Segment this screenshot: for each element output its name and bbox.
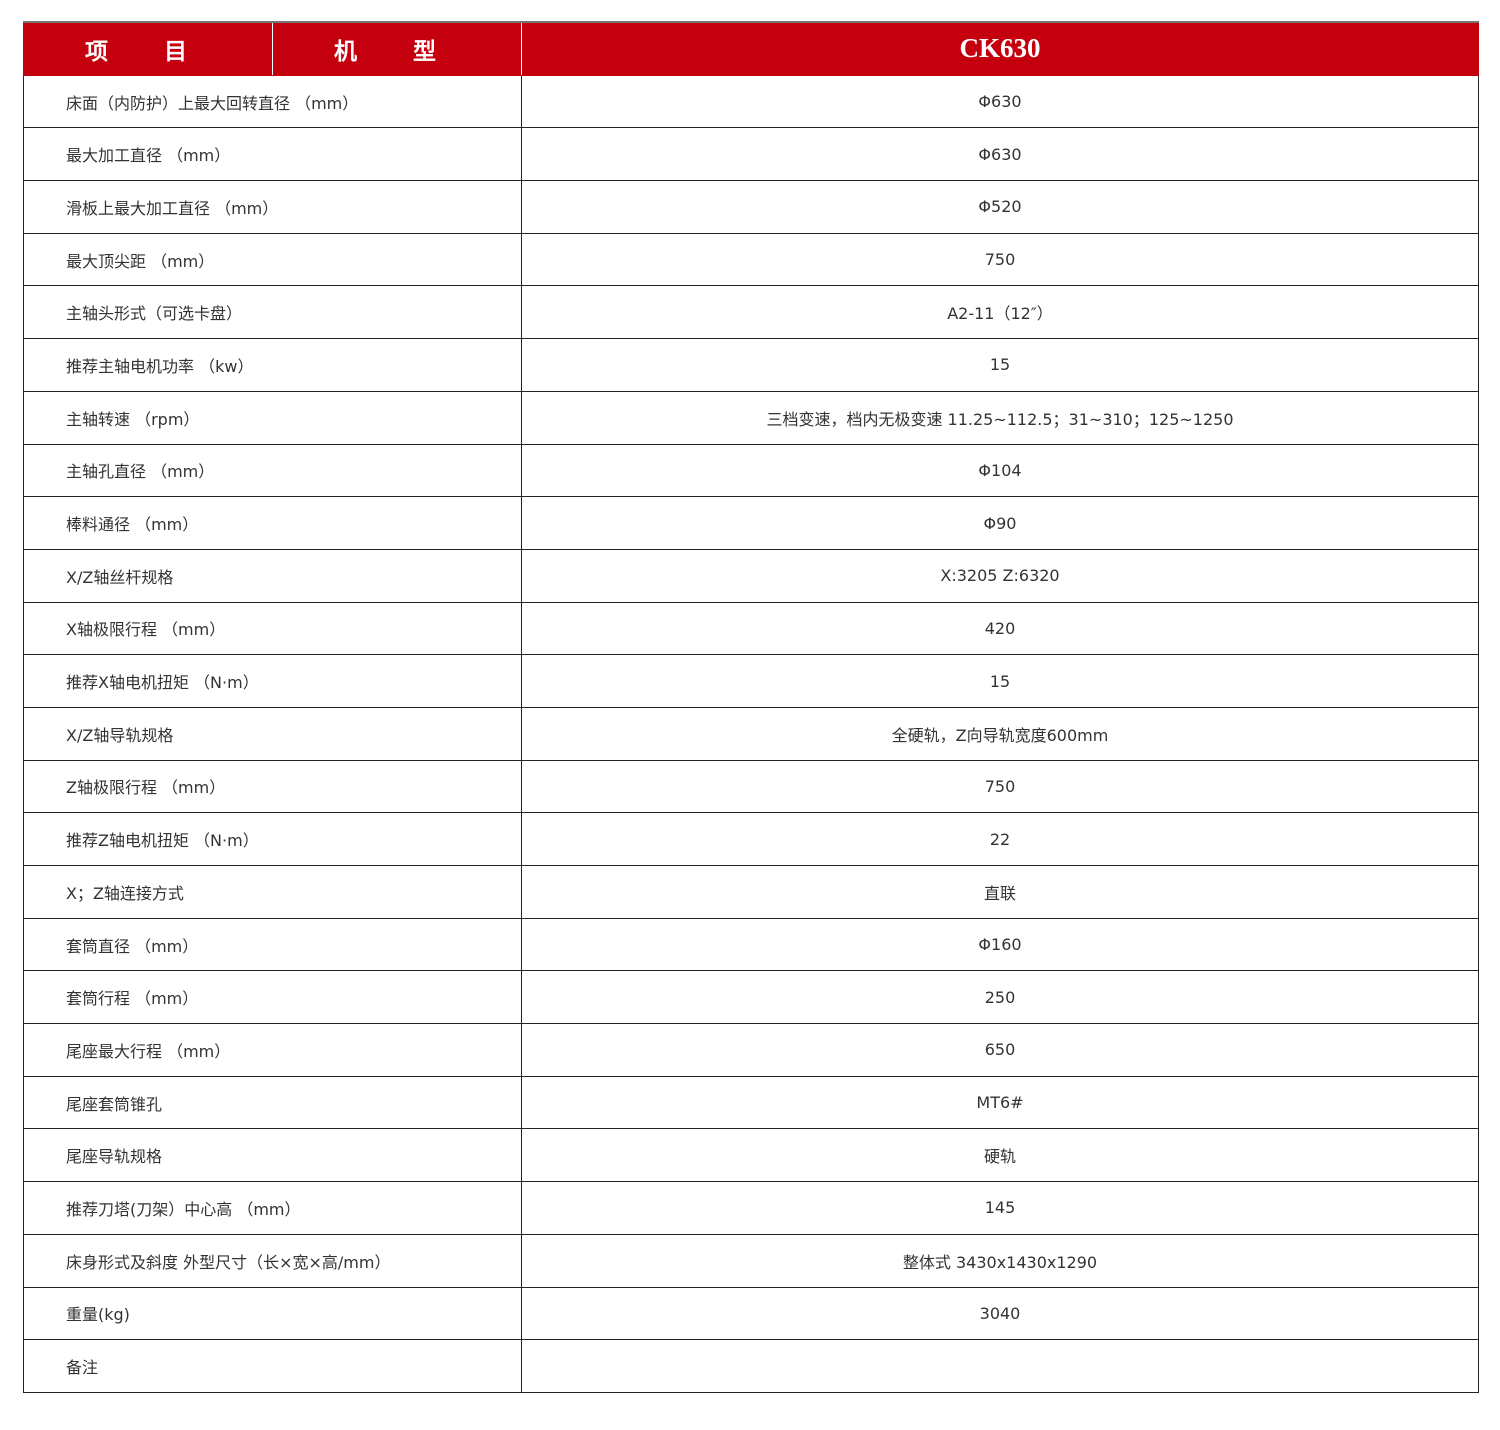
spec-value: A2-11（12″）	[521, 285, 1479, 340]
spec-value: Φ630	[521, 74, 1479, 129]
spec-label: 重量(kg)	[23, 1286, 522, 1341]
table-row: 主轴转速 （rpm） 三档变速，档内无极变速 11.25~112.5；31~310…	[23, 390, 1479, 445]
table-row: 尾座套筒锥孔 MT6#	[23, 1075, 1479, 1130]
spec-label: 推荐X轴电机扭矩 （N·m）	[23, 654, 522, 708]
spec-value: 250	[521, 970, 1479, 1025]
spec-value: Φ520	[521, 180, 1479, 234]
header-item: 项 目	[23, 20, 273, 76]
spec-value: 650	[521, 1023, 1479, 1077]
spec-label: 尾座导轨规格	[23, 1128, 522, 1183]
spec-value: 全硬轨，Z向导轨宽度600mm	[521, 706, 1479, 761]
spec-value: Φ630	[521, 127, 1479, 182]
table-row: Z轴极限行程 （mm） 750	[23, 759, 1479, 814]
spec-value: Φ104	[521, 443, 1479, 498]
spec-label: 套筒直径 （mm）	[23, 917, 522, 972]
spec-label: 推荐Z轴电机扭矩 （N·m）	[23, 812, 522, 866]
table-row: 主轴头形式（可选卡盘） A2-11（12″）	[23, 285, 1479, 340]
table-row: 最大加工直径 （mm） Φ630	[23, 127, 1479, 182]
table-row: 推荐刀塔(刀架）中心高 （mm） 145	[23, 1181, 1479, 1235]
table-row: X/Z轴丝杆规格 X:3205 Z:6320	[23, 548, 1479, 603]
table-row: 推荐主轴电机功率 （kw） 15	[23, 338, 1479, 392]
spec-label: X轴极限行程 （mm）	[23, 601, 522, 656]
spec-label: 棒料通径 （mm）	[23, 496, 522, 550]
header-model: CK630	[521, 20, 1479, 76]
spec-value: 750	[521, 759, 1479, 814]
spec-value: 整体式 3430x1430x1290	[521, 1233, 1479, 1288]
table-row: 备注	[23, 1339, 1479, 1393]
spec-label: 主轴头形式（可选卡盘）	[23, 285, 522, 340]
table-row: 滑板上最大加工直径 （mm） Φ520	[23, 180, 1479, 234]
spec-label: 滑板上最大加工直径 （mm）	[23, 180, 522, 234]
table-row: 套筒行程 （mm） 250	[23, 970, 1479, 1025]
spec-value: 22	[521, 812, 1479, 866]
spec-value: X:3205 Z:6320	[521, 548, 1479, 603]
table-row: 主轴孔直径 （mm） Φ104	[23, 443, 1479, 498]
header-row: 项 目 机 型 CK630	[23, 20, 1479, 76]
spec-value: 15	[521, 338, 1479, 392]
spec-label: 尾座套筒锥孔	[23, 1075, 522, 1130]
spec-value: 15	[521, 654, 1479, 708]
table-row: 套筒直径 （mm） Φ160	[23, 917, 1479, 972]
spec-label: 推荐主轴电机功率 （kw）	[23, 338, 522, 392]
spec-label: 床身形式及斜度 外型尺寸（长×宽×高/mm）	[23, 1233, 522, 1288]
table-row: 床面（内防护）上最大回转直径 （mm） Φ630	[23, 74, 1479, 129]
spec-label: 套筒行程 （mm）	[23, 970, 522, 1025]
table-row: 推荐X轴电机扭矩 （N·m） 15	[23, 654, 1479, 708]
spec-label: 推荐刀塔(刀架）中心高 （mm）	[23, 1181, 522, 1235]
spec-value: MT6#	[521, 1075, 1479, 1130]
spec-value: 3040	[521, 1286, 1479, 1341]
spec-label: X/Z轴丝杆规格	[23, 548, 522, 603]
spec-label: 最大加工直径 （mm）	[23, 127, 522, 182]
table-row: 最大顶尖距 （mm） 750	[23, 232, 1479, 287]
spec-label: 备注	[23, 1339, 522, 1393]
spec-value	[521, 1339, 1479, 1393]
table-row: 尾座最大行程 （mm） 650	[23, 1023, 1479, 1077]
header-type: 机 型	[272, 20, 522, 76]
table-row: 棒料通径 （mm） Φ90	[23, 496, 1479, 550]
spec-value: 420	[521, 601, 1479, 656]
table-row: X/Z轴导轨规格 全硬轨，Z向导轨宽度600mm	[23, 706, 1479, 761]
spec-label: X/Z轴导轨规格	[23, 706, 522, 761]
table-row: 重量(kg) 3040	[23, 1286, 1479, 1341]
table-row: X；Z轴连接方式 直联	[23, 865, 1479, 919]
spec-value: 750	[521, 232, 1479, 287]
table-row: 床身形式及斜度 外型尺寸（长×宽×高/mm） 整体式 3430x1430x1290	[23, 1233, 1479, 1288]
table-row: 尾座导轨规格 硬轨	[23, 1128, 1479, 1183]
spec-value: 三档变速，档内无极变速 11.25~112.5；31~310；125~1250	[521, 390, 1479, 445]
spec-value: Φ90	[521, 496, 1479, 550]
spec-label: Z轴极限行程 （mm）	[23, 759, 522, 814]
spec-label: 主轴转速 （rpm）	[23, 390, 522, 445]
spec-label: 主轴孔直径 （mm）	[23, 443, 522, 498]
spec-label: 床面（内防护）上最大回转直径 （mm）	[23, 74, 522, 129]
spec-label: X；Z轴连接方式	[23, 865, 522, 919]
spec-value: 直联	[521, 865, 1479, 919]
spec-value: 145	[521, 1181, 1479, 1235]
table-row: X轴极限行程 （mm） 420	[23, 601, 1479, 656]
spec-value: 硬轨	[521, 1128, 1479, 1183]
spec-label: 尾座最大行程 （mm）	[23, 1023, 522, 1077]
spec-label: 最大顶尖距 （mm）	[23, 232, 522, 287]
table-row: 推荐Z轴电机扭矩 （N·m） 22	[23, 812, 1479, 866]
spec-value: Φ160	[521, 917, 1479, 972]
spec-table: 项 目 机 型 CK630 床面（内防护）上最大回转直径 （mm） Φ630 最大加…	[23, 20, 1479, 1393]
